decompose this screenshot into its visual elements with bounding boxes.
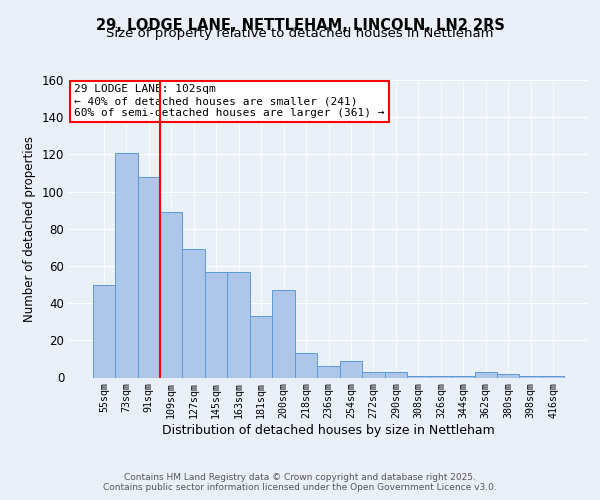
Bar bbox=[227, 272, 250, 378]
Bar bbox=[272, 290, 295, 378]
Bar bbox=[407, 376, 430, 378]
Text: 29, LODGE LANE, NETTLEHAM, LINCOLN, LN2 2RS: 29, LODGE LANE, NETTLEHAM, LINCOLN, LN2 … bbox=[95, 18, 505, 32]
Bar bbox=[340, 361, 362, 378]
Bar bbox=[385, 372, 407, 378]
X-axis label: Distribution of detached houses by size in Nettleham: Distribution of detached houses by size … bbox=[162, 424, 495, 437]
Bar bbox=[182, 249, 205, 378]
Text: Size of property relative to detached houses in Nettleham: Size of property relative to detached ho… bbox=[106, 28, 494, 40]
Bar bbox=[250, 316, 272, 378]
Bar bbox=[160, 212, 182, 378]
Text: Contains HM Land Registry data © Crown copyright and database right 2025.: Contains HM Land Registry data © Crown c… bbox=[124, 472, 476, 482]
Bar bbox=[92, 284, 115, 378]
Bar bbox=[362, 372, 385, 378]
Bar bbox=[542, 376, 565, 378]
Bar bbox=[137, 176, 160, 378]
Text: 29 LODGE LANE: 102sqm
← 40% of detached houses are smaller (241)
60% of semi-det: 29 LODGE LANE: 102sqm ← 40% of detached … bbox=[74, 84, 385, 117]
Bar bbox=[317, 366, 340, 378]
Bar bbox=[115, 152, 137, 378]
Bar bbox=[475, 372, 497, 378]
Bar bbox=[520, 376, 542, 378]
Bar bbox=[295, 354, 317, 378]
Bar bbox=[452, 376, 475, 378]
Bar bbox=[497, 374, 520, 378]
Y-axis label: Number of detached properties: Number of detached properties bbox=[23, 136, 36, 322]
Bar bbox=[205, 272, 227, 378]
Text: Contains public sector information licensed under the Open Government Licence v3: Contains public sector information licen… bbox=[103, 484, 497, 492]
Bar bbox=[430, 376, 452, 378]
